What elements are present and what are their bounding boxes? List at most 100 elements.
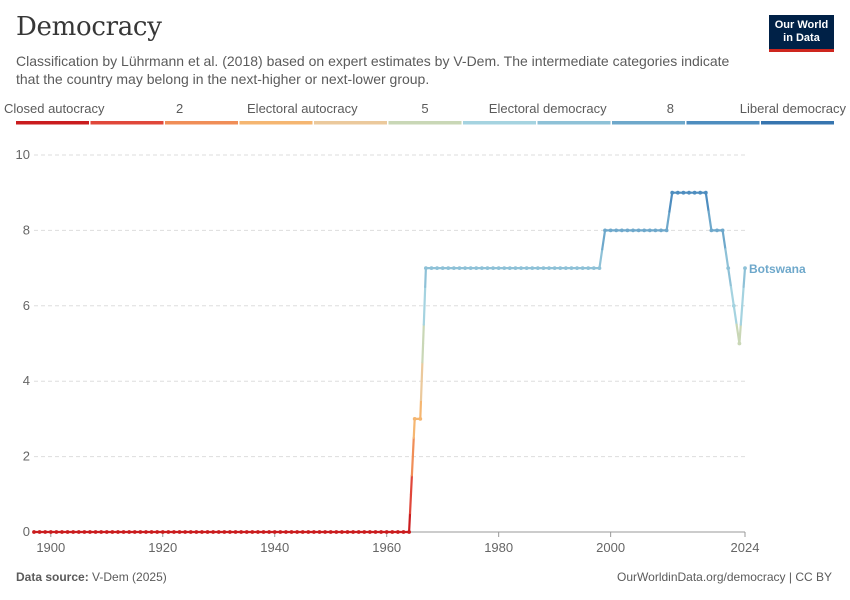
data-point[interactable]	[312, 530, 316, 534]
data-point[interactable]	[530, 266, 535, 270]
data-point[interactable]	[76, 530, 81, 534]
data-point[interactable]	[468, 266, 473, 270]
data-point[interactable]	[547, 266, 551, 270]
data-point[interactable]	[720, 228, 725, 233]
data-point[interactable]	[659, 228, 663, 233]
data-point[interactable]	[401, 530, 406, 534]
data-point[interactable]	[681, 190, 686, 195]
data-point[interactable]	[37, 530, 42, 534]
data-point[interactable]	[390, 530, 395, 534]
data-point[interactable]	[524, 266, 529, 270]
data-point[interactable]	[451, 266, 456, 270]
data-point[interactable]	[675, 190, 680, 195]
data-point[interactable]	[211, 530, 216, 534]
data-point[interactable]	[463, 266, 467, 270]
data-point[interactable]	[446, 266, 451, 270]
data-point[interactable]	[289, 530, 294, 534]
data-point[interactable]	[205, 530, 210, 534]
data-point[interactable]	[491, 266, 495, 270]
data-point[interactable]	[194, 530, 199, 534]
data-point[interactable]	[272, 530, 277, 534]
data-point[interactable]	[244, 530, 249, 534]
data-point[interactable]	[384, 530, 389, 534]
data-point[interactable]	[295, 530, 300, 534]
data-point[interactable]	[692, 190, 697, 195]
data-point[interactable]	[65, 530, 70, 534]
data-point[interactable]	[563, 266, 568, 270]
data-point[interactable]	[418, 417, 423, 421]
data-point[interactable]	[703, 190, 708, 195]
data-point[interactable]	[614, 228, 619, 233]
data-point[interactable]	[43, 530, 48, 534]
data-point[interactable]	[138, 530, 143, 534]
data-point[interactable]	[200, 530, 204, 534]
data-point[interactable]	[603, 228, 607, 233]
data-point[interactable]	[155, 530, 160, 534]
data-point[interactable]	[569, 266, 574, 270]
data-point[interactable]	[479, 266, 484, 270]
data-point[interactable]	[485, 266, 490, 270]
data-point[interactable]	[351, 530, 356, 534]
data-point[interactable]	[328, 530, 333, 534]
data-point[interactable]	[188, 530, 193, 534]
data-point[interactable]	[32, 530, 36, 534]
data-point[interactable]	[256, 530, 260, 534]
data-point[interactable]	[239, 530, 244, 534]
data-point[interactable]	[60, 530, 64, 534]
data-point[interactable]	[172, 530, 176, 534]
data-point[interactable]	[496, 266, 501, 270]
data-point[interactable]	[127, 530, 132, 534]
data-point[interactable]	[104, 530, 109, 534]
data-point[interactable]	[362, 530, 367, 534]
series-label-botswana[interactable]: Botswana	[749, 262, 806, 276]
data-point[interactable]	[395, 530, 400, 534]
data-point[interactable]	[519, 266, 523, 270]
data-point[interactable]	[575, 266, 579, 270]
data-point[interactable]	[743, 266, 747, 270]
data-point[interactable]	[558, 266, 563, 270]
data-point[interactable]	[698, 190, 703, 195]
data-point[interactable]	[619, 228, 624, 233]
data-point[interactable]	[457, 266, 462, 270]
data-point[interactable]	[709, 228, 714, 233]
data-point[interactable]	[317, 530, 322, 534]
data-point[interactable]	[625, 228, 630, 233]
data-point[interactable]	[591, 266, 596, 270]
data-point[interactable]	[368, 530, 372, 534]
footer-url[interactable]: OurWorldinData.org/democracy | CC BY	[617, 570, 832, 584]
data-point[interactable]	[306, 530, 311, 534]
data-point[interactable]	[345, 530, 350, 534]
data-point[interactable]	[334, 530, 339, 534]
data-point[interactable]	[323, 530, 328, 534]
data-point[interactable]	[132, 530, 137, 534]
data-point[interactable]	[71, 530, 76, 534]
data-point[interactable]	[552, 266, 557, 270]
data-point[interactable]	[731, 303, 736, 308]
data-point[interactable]	[423, 266, 428, 270]
data-point[interactable]	[429, 266, 434, 270]
data-point[interactable]	[177, 530, 182, 534]
data-point[interactable]	[580, 266, 585, 270]
data-point[interactable]	[513, 266, 518, 270]
data-point[interactable]	[687, 190, 691, 195]
data-point[interactable]	[737, 341, 742, 346]
data-point[interactable]	[250, 530, 255, 534]
data-point[interactable]	[507, 266, 512, 270]
data-point[interactable]	[110, 530, 115, 534]
data-point[interactable]	[435, 266, 439, 270]
data-point[interactable]	[412, 417, 417, 421]
data-point[interactable]	[160, 530, 165, 534]
data-point[interactable]	[653, 228, 658, 233]
data-point[interactable]	[228, 530, 232, 534]
data-point[interactable]	[99, 530, 104, 534]
data-point[interactable]	[726, 266, 731, 270]
data-point[interactable]	[54, 530, 59, 534]
data-point[interactable]	[647, 228, 652, 233]
data-point[interactable]	[407, 530, 411, 534]
data-point[interactable]	[149, 530, 154, 534]
data-point[interactable]	[267, 530, 272, 534]
data-point[interactable]	[502, 266, 507, 270]
series-botswana[interactable]	[32, 190, 747, 534]
data-point[interactable]	[82, 530, 87, 534]
data-point[interactable]	[93, 530, 98, 534]
